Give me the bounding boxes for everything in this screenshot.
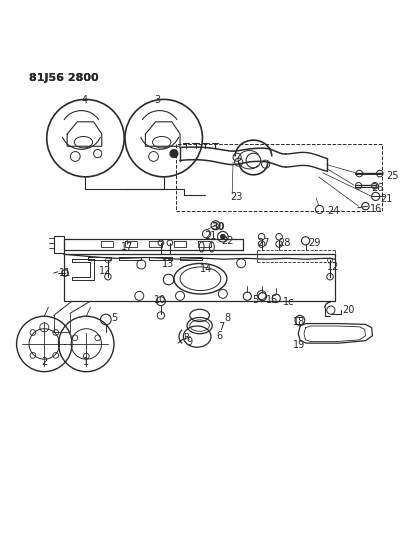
Text: 3: 3 xyxy=(155,95,161,105)
Text: 29: 29 xyxy=(308,238,321,248)
Text: 81J56 2800: 81J56 2800 xyxy=(29,73,99,83)
Text: 25: 25 xyxy=(386,171,398,181)
Circle shape xyxy=(170,150,178,158)
Text: 81J56 2800: 81J56 2800 xyxy=(29,73,99,83)
Text: 21: 21 xyxy=(380,194,392,204)
Text: 27: 27 xyxy=(258,238,270,248)
Text: 7: 7 xyxy=(218,322,224,332)
Text: 2: 2 xyxy=(41,357,47,367)
Text: 20: 20 xyxy=(342,305,355,315)
Text: 17: 17 xyxy=(121,242,133,252)
Text: 10: 10 xyxy=(153,295,166,305)
Text: 23: 23 xyxy=(230,192,242,202)
Text: 22: 22 xyxy=(221,236,233,246)
Text: 4: 4 xyxy=(81,95,87,105)
Text: 13: 13 xyxy=(162,260,174,270)
Text: 28: 28 xyxy=(278,238,290,248)
Text: 5: 5 xyxy=(253,295,259,305)
Text: 1: 1 xyxy=(83,357,89,367)
Text: 26: 26 xyxy=(372,183,384,193)
Text: 16: 16 xyxy=(370,204,382,214)
Text: 18: 18 xyxy=(293,317,306,327)
Text: 24: 24 xyxy=(327,206,339,216)
Text: 12: 12 xyxy=(99,265,112,276)
Text: 14: 14 xyxy=(200,263,213,273)
Text: 5: 5 xyxy=(111,313,117,324)
Text: 19: 19 xyxy=(293,340,306,350)
Text: 15: 15 xyxy=(265,295,278,305)
Text: 11: 11 xyxy=(58,268,71,278)
Text: 21: 21 xyxy=(204,231,217,241)
Text: 12: 12 xyxy=(327,262,339,272)
Text: R: R xyxy=(183,333,189,342)
Circle shape xyxy=(220,235,225,239)
Text: 8: 8 xyxy=(224,313,230,324)
Text: 30: 30 xyxy=(212,222,225,232)
Text: 1c: 1c xyxy=(283,296,294,306)
Text: 9: 9 xyxy=(187,337,193,347)
Text: 6: 6 xyxy=(217,331,223,341)
